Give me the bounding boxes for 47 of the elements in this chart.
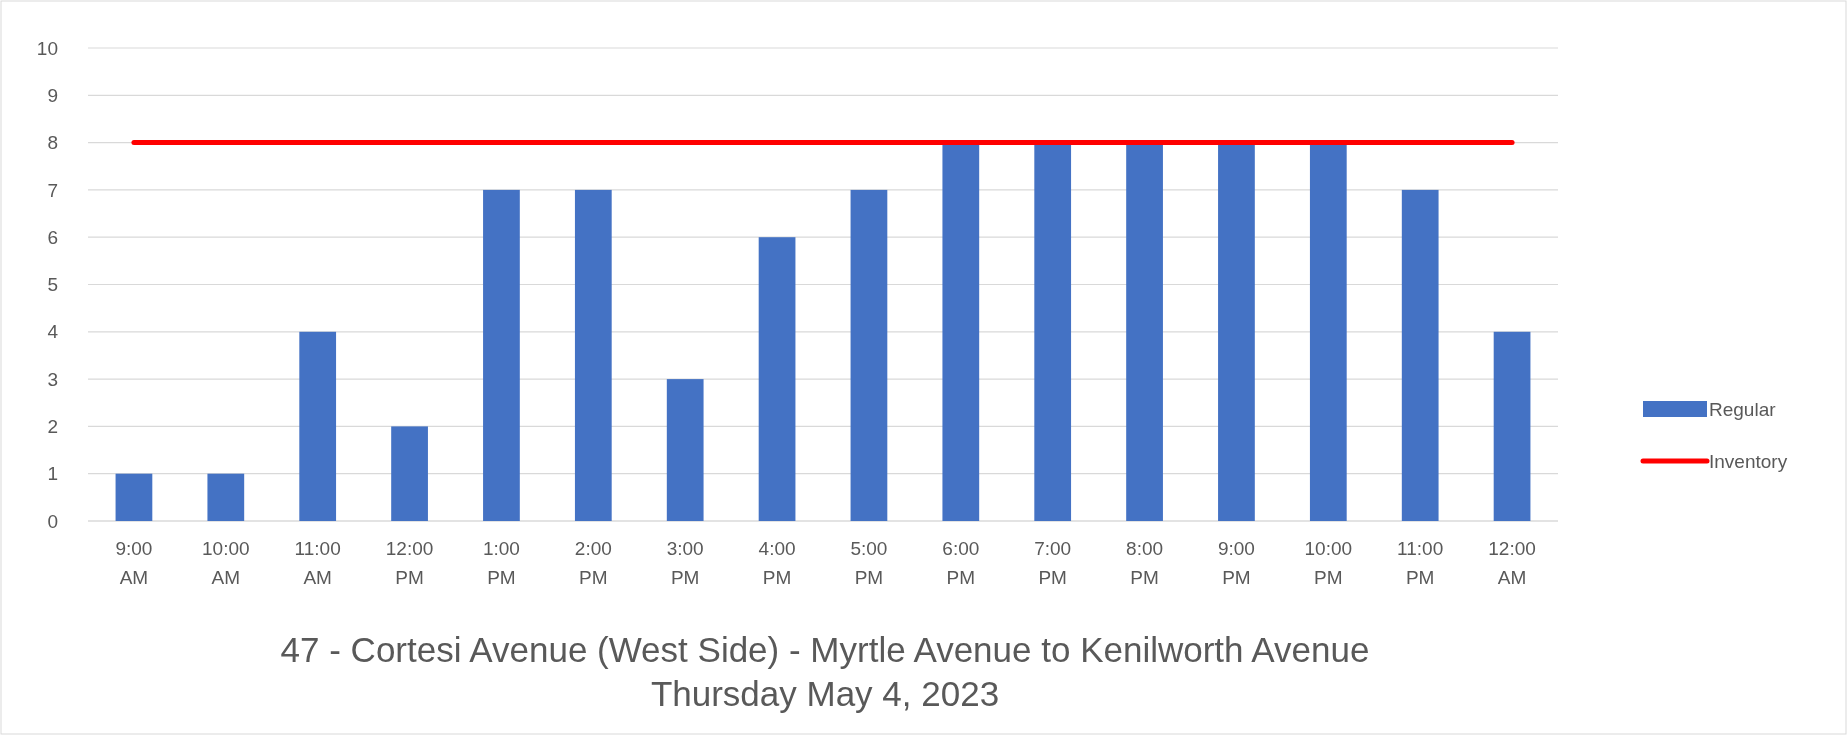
bar bbox=[666, 379, 704, 521]
bar bbox=[758, 237, 796, 521]
y-tick-label: 0 bbox=[47, 510, 58, 532]
y-tick-label: 9 bbox=[47, 84, 58, 106]
x-tick-label: 10:00 AM bbox=[202, 538, 250, 588]
x-tick-label: 12:00 PM bbox=[385, 538, 434, 588]
bar bbox=[1401, 189, 1439, 521]
bar bbox=[391, 426, 428, 521]
bar bbox=[1126, 142, 1163, 521]
bar bbox=[1218, 142, 1255, 521]
x-tick-label: 1:00 PM bbox=[482, 538, 520, 588]
legend-label: Regular bbox=[1709, 398, 1777, 420]
y-tick-label: 8 bbox=[47, 132, 58, 154]
x-tick-label: 9:00 PM bbox=[1217, 538, 1255, 588]
y-tick-label: 4 bbox=[47, 321, 59, 343]
bar bbox=[942, 142, 980, 521]
x-tick-label: 2:00 PM bbox=[574, 538, 612, 588]
x-tick-label: 11:00 PM bbox=[1397, 538, 1444, 588]
x-tick-label: 4:00 PM bbox=[758, 538, 796, 588]
x-tick-label: 7:00 PM bbox=[1034, 538, 1072, 588]
x-tick-label: 8:00 PM bbox=[1126, 538, 1164, 588]
bar bbox=[1034, 142, 1072, 521]
y-tick-label: 6 bbox=[47, 226, 58, 248]
x-tick-label: 5:00 PM bbox=[850, 538, 888, 588]
legend-label: Inventory bbox=[1709, 450, 1788, 472]
x-tick-label: 12:00 AM bbox=[1488, 538, 1536, 588]
x-tick-label: 6:00 PM bbox=[942, 538, 980, 588]
bar bbox=[207, 473, 245, 521]
bar bbox=[115, 473, 153, 521]
x-tick-label: 9:00 AM bbox=[115, 538, 153, 588]
bar bbox=[1309, 142, 1347, 521]
x-tick-label: 11:00 AM bbox=[294, 538, 341, 588]
y-tick-label: 1 bbox=[47, 463, 58, 485]
y-tick-label: 3 bbox=[47, 368, 58, 390]
text: 47 - Cortesi Avenue (West Side) - Myrtle Avenue to Kenilworth Avenue bbox=[280, 630, 1370, 669]
bar bbox=[483, 189, 520, 521]
text: Thursday May 4, 2023 bbox=[650, 674, 1000, 713]
y-tick-label: 10 bbox=[36, 37, 58, 59]
bar bbox=[850, 189, 888, 521]
x-tick-label: 10:00 PM bbox=[1304, 538, 1353, 588]
y-tick-label: 7 bbox=[47, 179, 58, 201]
y-tick-label: 5 bbox=[47, 274, 58, 296]
bar bbox=[299, 331, 337, 521]
y-tick-label: 2 bbox=[47, 416, 58, 438]
bar bbox=[1493, 331, 1531, 521]
x-tick-label: 3:00 PM bbox=[666, 538, 704, 588]
bar bbox=[574, 189, 612, 521]
